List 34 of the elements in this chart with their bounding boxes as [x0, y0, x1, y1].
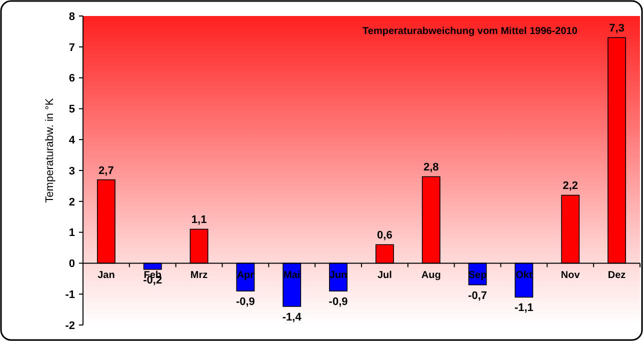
data-label: 2,7 — [98, 164, 114, 177]
x-tick-label: Mai — [284, 270, 300, 282]
data-label: -0,9 — [236, 296, 255, 308]
x-tick-label: Okt — [516, 270, 533, 282]
y-tick-label: -1 — [65, 288, 75, 301]
y-tick-label: 2 — [68, 196, 75, 208]
x-tick-label: Jan — [98, 270, 115, 282]
y-tick-label: 4 — [68, 134, 76, 146]
x-tick-label: Sep — [468, 270, 487, 282]
data-label: 2,8 — [423, 162, 439, 174]
x-tick-label: Apr — [236, 270, 254, 282]
data-label: -0,9 — [328, 296, 348, 308]
data-label: -0,7 — [468, 290, 488, 302]
y-tick-label: 1 — [68, 227, 75, 240]
x-tick-label: Mrz — [190, 270, 208, 282]
x-tick-label: Aug — [421, 270, 441, 282]
data-label: 7,3 — [609, 22, 624, 35]
data-label: 1,1 — [191, 214, 207, 226]
data-label: -1,1 — [514, 302, 534, 314]
y-tick-label: 5 — [68, 104, 75, 116]
y-tick-label: 0 — [68, 258, 75, 270]
y-axis-title: Temperaturabw. in °K — [44, 98, 56, 203]
x-tick-label: Nov — [560, 270, 580, 282]
y-tick-label: -2 — [65, 320, 75, 332]
text: Temperaturabweichung vom Mittel 1996-2010 — [362, 26, 578, 37]
x-tick-label: Dez — [608, 270, 626, 282]
data-label: 2,2 — [562, 180, 578, 192]
data-label: 0,6 — [377, 230, 392, 242]
x-tick-label: Jul — [377, 270, 392, 282]
y-tick-label: 3 — [68, 165, 75, 178]
data-label: -1,4 — [282, 311, 302, 324]
y-tick-label: 7 — [68, 42, 75, 54]
y-tick-label: 6 — [68, 72, 75, 85]
y-tick-label: 8 — [68, 10, 75, 23]
